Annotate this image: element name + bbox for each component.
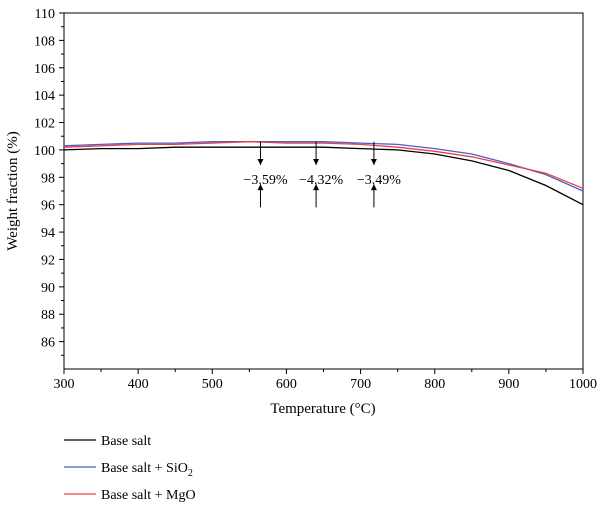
x-tick-label: 700 [350,377,371,392]
y-tick-label: 100 [34,144,55,159]
legend-label-text: Base salt + MgO [101,488,196,503]
x-tick-label: 900 [498,377,519,392]
y-tick-label: 86 [41,336,55,351]
x-tick-label: 800 [424,377,445,392]
y-tick-label: 92 [41,253,55,268]
annotation-arrow-down-2-head [370,158,377,165]
y-tick-label: 104 [34,89,55,104]
y-tick-label: 90 [41,281,55,296]
y-tick-label: 110 [35,7,55,22]
x-tick-label: 600 [276,377,297,392]
legend-label-text: Base salt [101,434,151,449]
annotation-arrow-down-1-head [313,158,320,165]
legend-label-text: Base salt + SiO [101,461,188,476]
series-line-2 [63,141,584,189]
legend-label-0: Base salt [101,434,151,449]
axis-ticks: 300 400 500 600 700 800 900 1000 86 88 90 92 94 96 98 1… [34,7,597,392]
annotation-group: −3.59% −4.32% −3.49% [243,141,401,208]
y-tick-label: 102 [34,117,55,132]
x-axis-title: Temperature (°C) [270,401,375,417]
annotation-arrow-up-2-head [370,184,377,191]
legend: Base salt Base salt + SiO2 Base salt + MgO [64,434,196,503]
legend-label-2: Base salt + MgO [101,488,196,503]
x-tick-label: 300 [54,377,75,392]
series-line-0 [63,146,584,206]
x-tick-label: 1000 [569,377,597,392]
annotation-arrow-up-0-head [257,184,264,191]
series-group [63,141,584,206]
y-tick-label: 96 [41,199,55,214]
x-tick-label: 400 [128,377,149,392]
annotation-label-1: −4.32% [299,173,343,188]
y-tick-label: 98 [41,171,55,186]
x-tick-label: 500 [202,377,223,392]
legend-label-subscript: 2 [188,468,193,479]
y-tick-label: 88 [41,308,55,323]
annotation-label-2: −3.49% [357,173,401,188]
y-tick-label: 106 [34,62,55,77]
y-tick-label: 108 [34,34,55,49]
y-axis-title: Weight fraction (%) [5,131,21,251]
y-tick-label: 94 [41,226,55,241]
plot-frame [63,12,584,370]
legend-label-1: Base salt + SiO2 [101,461,193,479]
annotation-arrow-up-1-head [313,184,320,191]
annotation-label-0: −3.59% [243,173,287,188]
annotation-arrow-down-0-head [257,158,264,165]
series-line-1 [63,141,584,192]
